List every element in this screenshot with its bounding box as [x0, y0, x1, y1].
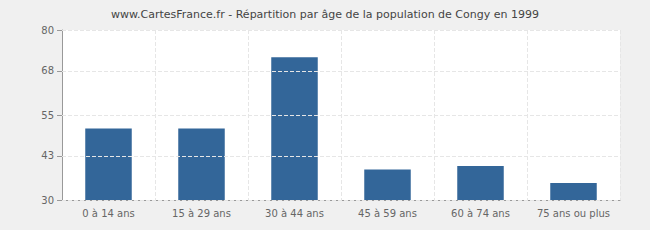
svg-text:80: 80	[41, 25, 54, 36]
svg-text:www.CartesFrance.fr - Répartit: www.CartesFrance.fr - Répartition par âg…	[111, 8, 539, 21]
svg-text:43: 43	[41, 150, 54, 161]
svg-text:15 à 29 ans: 15 à 29 ans	[172, 208, 231, 219]
svg-text:30: 30	[41, 195, 54, 206]
svg-text:45 à 59 ans: 45 à 59 ans	[358, 208, 417, 219]
svg-text:75 ans ou plus: 75 ans ou plus	[537, 208, 610, 219]
svg-text:30 à 44 ans: 30 à 44 ans	[265, 208, 324, 219]
svg-text:68: 68	[41, 65, 54, 76]
svg-text:55: 55	[41, 110, 54, 121]
svg-text:0 à 14 ans: 0 à 14 ans	[82, 208, 134, 219]
svg-text:60 à 74 ans: 60 à 74 ans	[451, 208, 510, 219]
